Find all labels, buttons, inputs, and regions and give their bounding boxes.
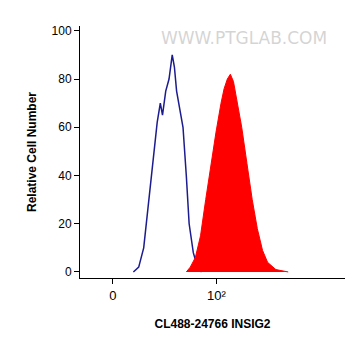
svg-text:0: 0 [65,265,72,279]
svg-text:0: 0 [109,288,116,303]
svg-text:10²: 10² [207,288,226,303]
svg-text:WWW.PTGLAB.COM: WWW.PTGLAB.COM [161,28,327,48]
svg-text:Relative Cell Number: Relative Cell Number [25,92,39,212]
svg-text:80: 80 [58,72,72,86]
svg-text:100: 100 [52,24,72,38]
svg-text:20: 20 [58,217,72,231]
svg-text:40: 40 [58,169,72,183]
svg-text:CL488-24766 INSIG2: CL488-24766 INSIG2 [154,317,270,331]
svg-text:60: 60 [58,120,72,134]
